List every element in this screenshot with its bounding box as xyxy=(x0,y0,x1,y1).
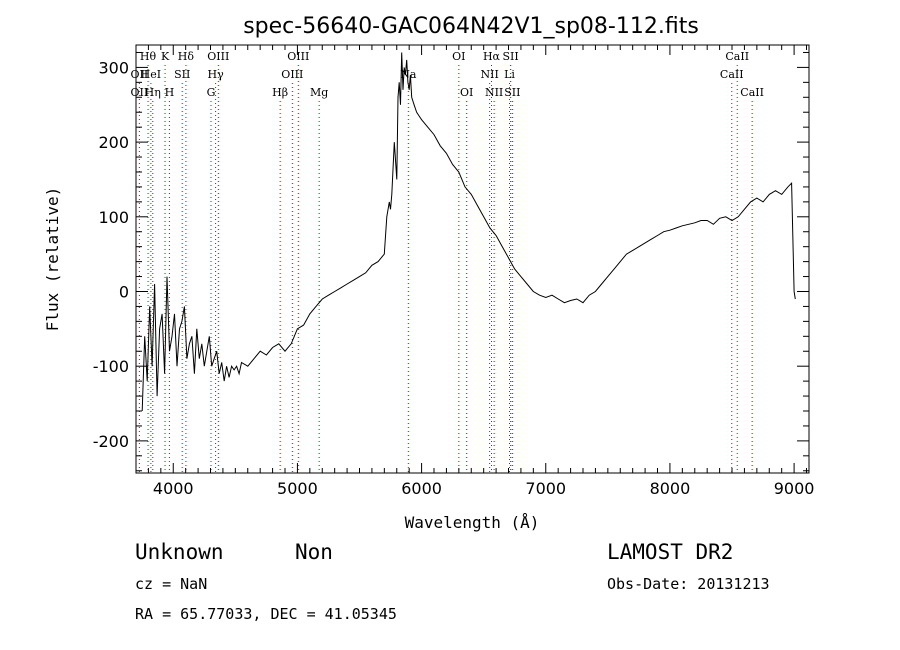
line-marker-label: CaII xyxy=(720,68,744,81)
line-marker-label: SII xyxy=(174,68,190,81)
x-tick-label: 7000 xyxy=(525,479,566,498)
line-marker-label: CaII xyxy=(740,86,764,99)
y-tick-label: 300 xyxy=(98,58,129,77)
line-marker-label: SII xyxy=(504,86,520,99)
subclass-label: Non xyxy=(295,540,333,564)
y-tick-label: 200 xyxy=(98,133,129,152)
line-marker-label: Li xyxy=(504,68,515,81)
line-marker-label: CaII xyxy=(725,50,749,63)
line-marker-label: Hβ xyxy=(272,86,288,99)
redshift-value: cz = NaN xyxy=(135,575,208,593)
line-marker-label: G xyxy=(207,86,216,99)
x-tick-label: 6000 xyxy=(401,479,442,498)
line-marker-label: NII xyxy=(485,86,503,99)
line-marker-label: OII xyxy=(130,86,148,99)
line-marker-label: Hη xyxy=(145,86,161,99)
x-axis-label: Wavelength (Å) xyxy=(405,513,540,532)
line-marker-label: K xyxy=(161,50,170,63)
chart-title: spec-56640-GAC064N42V1_sp08-112.fits xyxy=(243,14,699,39)
line-marker-label: SII xyxy=(503,50,519,63)
x-tick-label: 4000 xyxy=(153,479,194,498)
y-tick-label: 0 xyxy=(119,282,129,301)
line-marker-label: Hα xyxy=(483,50,501,63)
line-marker-label: Hθ xyxy=(140,50,157,63)
spectrum-series-line xyxy=(141,52,796,412)
line-marker-label: HeI xyxy=(141,68,161,81)
class-label: Unknown xyxy=(135,540,224,564)
obs-date: Obs-Date: 20131213 xyxy=(607,575,770,593)
plot-frame xyxy=(135,44,810,474)
x-tick-label: 5000 xyxy=(277,479,318,498)
line-marker-label: Mg xyxy=(310,86,328,99)
line-marker-label: OIII xyxy=(207,50,229,63)
coordinates: RA = 65.77033, DEC = 41.05345 xyxy=(135,605,397,623)
y-tick-label: 100 xyxy=(98,208,129,227)
line-marker-label: H xyxy=(165,86,175,99)
line-marker-label: OIII xyxy=(287,50,309,63)
survey-label: LAMOST DR2 xyxy=(607,540,734,564)
line-marker-label: Hδ xyxy=(178,50,195,63)
x-tick-label: 9000 xyxy=(774,479,815,498)
x-tick-label: 8000 xyxy=(650,479,691,498)
line-marker-label: OI xyxy=(460,86,473,99)
line-marker-label: OIII xyxy=(281,68,303,81)
y-tick-label: -100 xyxy=(93,357,129,376)
line-marker-label: OI xyxy=(452,50,465,63)
axis-ticks: 4000 5000 6000 7000 8000 9000 -200 -100 0 100 200 3… xyxy=(93,45,815,498)
y-tick-label: -200 xyxy=(93,432,129,451)
line-marker-label: Hγ xyxy=(208,68,225,81)
line-marker-label: OII xyxy=(130,68,148,81)
line-marker-label: NII xyxy=(480,68,498,81)
y-axis-label: Flux (relative) xyxy=(43,187,62,332)
